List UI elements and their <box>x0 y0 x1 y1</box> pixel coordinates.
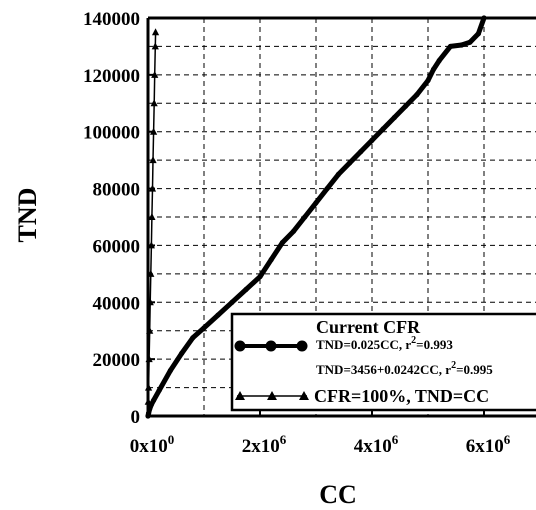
data-point <box>151 397 157 403</box>
data-point <box>324 185 330 192</box>
data-point <box>179 350 185 357</box>
data-point <box>148 213 156 220</box>
data-point <box>425 77 431 84</box>
y-tick-label: 40000 <box>93 293 141 314</box>
tick-labels: 0 20000 40000 60000 80000 100000 120000 140000 0… <box>83 9 511 457</box>
x-tick-label: 0x100 <box>130 432 175 457</box>
data-point <box>291 228 297 234</box>
series-line-2 <box>147 31 157 417</box>
y-tick-label: 60000 <box>93 236 141 257</box>
data-point <box>403 103 409 109</box>
series-layer <box>144 15 487 419</box>
data-point <box>459 42 465 48</box>
data-point <box>391 114 397 121</box>
data-point <box>481 15 487 21</box>
data-point <box>279 239 285 246</box>
x-axis-title: CC <box>319 480 357 509</box>
legend-circle-marker <box>265 340 277 352</box>
legend-circle-marker <box>234 340 246 352</box>
data-point <box>268 257 274 263</box>
data-point <box>243 286 249 293</box>
y-tick-label: 120000 <box>83 66 140 87</box>
data-point <box>380 126 386 132</box>
data-point <box>447 43 453 50</box>
x-tick-label: 6x106 <box>466 432 511 457</box>
data-point <box>369 137 375 143</box>
data-point <box>151 28 160 36</box>
grid <box>148 18 536 416</box>
data-point <box>144 397 152 405</box>
data-point <box>167 367 173 374</box>
y-tick-label: 0 <box>131 407 141 428</box>
y-tick-label: 100000 <box>83 123 140 144</box>
data-point <box>335 171 341 177</box>
data-point <box>215 312 221 318</box>
y-axis-title: TND <box>13 188 42 243</box>
x-tick-label: 2x106 <box>242 432 287 457</box>
data-point <box>358 149 364 155</box>
data-point <box>150 99 158 107</box>
legend-triangle-marker <box>299 391 309 400</box>
legend-triangle-marker <box>235 391 245 400</box>
data-point <box>190 335 196 341</box>
data-point <box>257 274 263 280</box>
legend-header: Current CFR <box>316 317 421 337</box>
data-point <box>144 383 153 391</box>
x-tick-label: 4x106 <box>354 432 399 457</box>
legend-label: TND=3456+0.0242CC, r2=0.995 <box>316 360 493 377</box>
legend-triangle-marker <box>267 391 277 400</box>
y-tick-label: 20000 <box>93 350 141 371</box>
data-point <box>156 387 162 394</box>
data-point <box>201 325 207 331</box>
legend-box <box>230 312 536 412</box>
data-point <box>302 214 308 220</box>
data-point <box>431 66 437 72</box>
data-point <box>151 42 159 50</box>
legend-label: CFR=100%, TND=CC <box>314 386 489 406</box>
y-tick-label: 80000 <box>93 180 141 201</box>
data-point <box>467 39 473 45</box>
y-tick-label: 140000 <box>83 9 140 30</box>
data-point <box>475 31 481 37</box>
axes <box>146 16 536 418</box>
data-point <box>414 92 420 98</box>
data-point <box>149 156 157 164</box>
data-point <box>347 160 353 166</box>
data-point <box>229 299 235 305</box>
data-point <box>147 269 155 277</box>
data-point <box>313 200 319 206</box>
data-point <box>436 58 442 64</box>
legend-label: TND=0.025CC, r2=0.993 <box>316 335 453 352</box>
data-point <box>146 326 154 334</box>
legend-circle-marker <box>296 340 308 352</box>
